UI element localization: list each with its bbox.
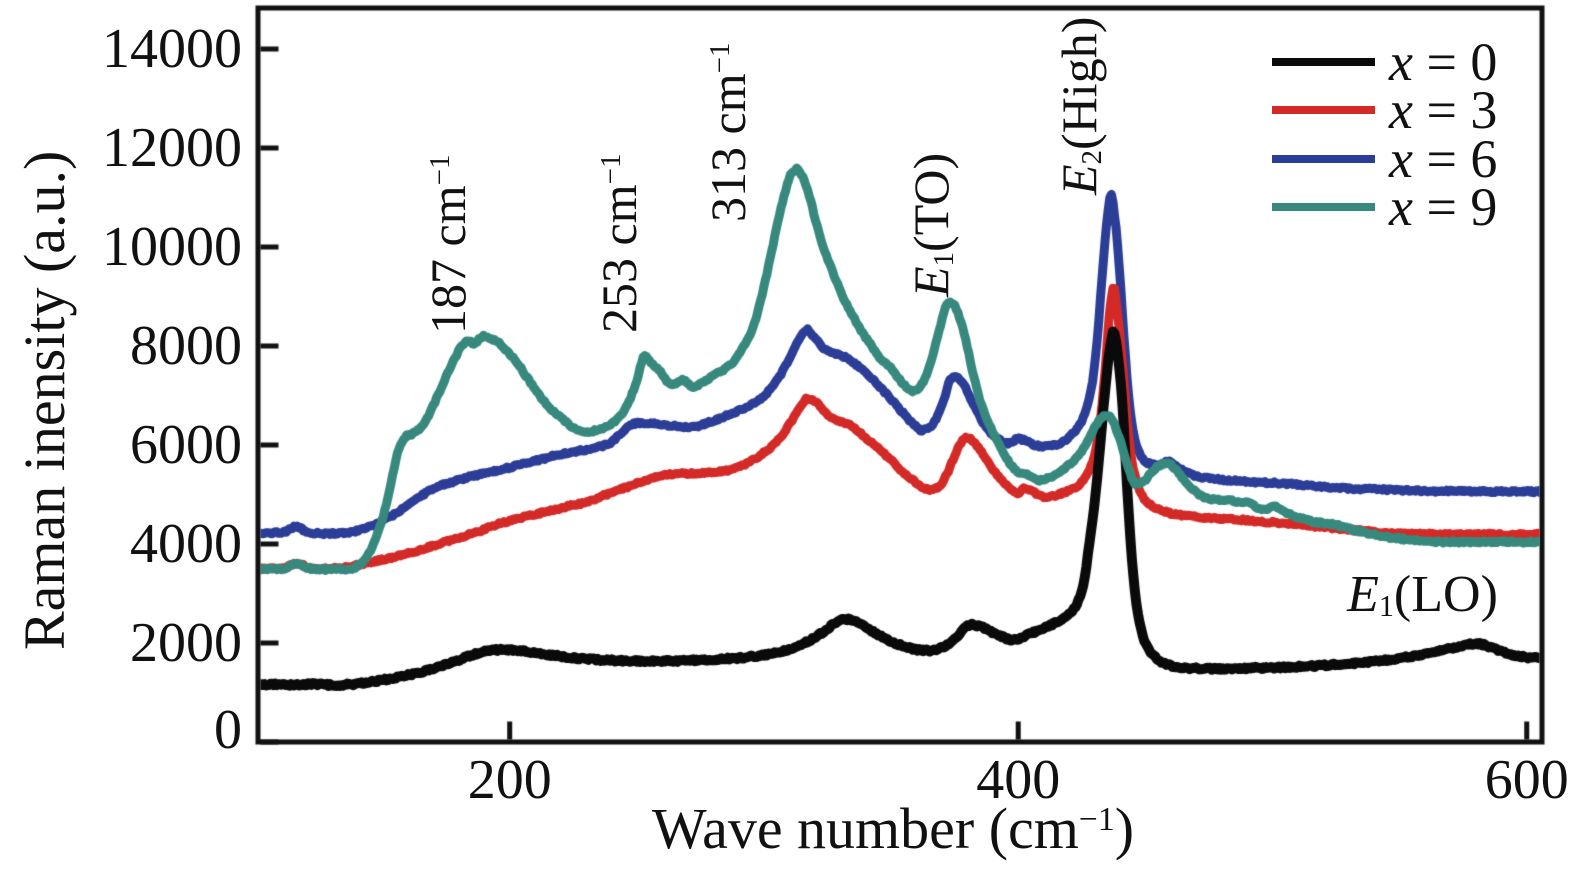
text-segment: 2 xyxy=(1076,149,1109,165)
text-segment: −1 xyxy=(1078,800,1115,838)
annotation-peak-e1lo: E1(LO) xyxy=(1347,565,1498,627)
text-segment: 187 cm xyxy=(420,185,477,335)
text-segment: 1 xyxy=(928,252,961,267)
legend-label: x = 0 xyxy=(1389,35,1497,89)
x-tick-label-400: 400 xyxy=(976,749,1061,811)
legend-item-0: x = 0 xyxy=(1272,35,1497,89)
text-segment: x xyxy=(1389,129,1413,189)
x-axis-title: Wave number (cm−1) xyxy=(652,800,1134,867)
annotation-peak-e1to: E1(TO) xyxy=(903,153,964,298)
legend-item-1: x = 3 xyxy=(1272,83,1497,137)
y-tick-label-4000: 4000 xyxy=(130,513,242,576)
text-segment: −1 xyxy=(594,153,627,185)
text-segment: 313 cm xyxy=(700,73,756,223)
text-segment: ) xyxy=(1114,796,1135,861)
text-segment: −1 xyxy=(424,154,457,186)
legend-line-swatch xyxy=(1272,106,1375,114)
text-segment: x xyxy=(1389,32,1413,92)
text-segment: x xyxy=(1389,80,1413,140)
text-segment: E xyxy=(1050,164,1107,195)
text-segment: 1 xyxy=(1378,589,1394,624)
text-segment: 253 cm xyxy=(590,184,647,333)
legend-item-3: x = 9 xyxy=(1272,180,1497,234)
text-segment: E xyxy=(1347,565,1379,623)
legend-line-swatch xyxy=(1272,155,1375,163)
text-segment: (High) xyxy=(1050,16,1107,150)
text-segment: = 9 xyxy=(1412,177,1498,237)
legend-item-2: x = 6 xyxy=(1272,132,1497,186)
text-segment: = 3 xyxy=(1412,80,1498,140)
text-segment: E xyxy=(903,266,960,298)
y-tick-label-6000: 6000 xyxy=(130,414,242,477)
y-tick-label-2000: 2000 xyxy=(130,612,242,674)
annotation-peak-313: 313 cm−1 xyxy=(700,42,761,223)
x-tick-label-600: 600 xyxy=(1484,749,1569,811)
text-segment: −1 xyxy=(704,42,737,74)
legend-line-swatch xyxy=(1272,203,1375,211)
text-segment: = 0 xyxy=(1412,32,1498,92)
legend-label: x = 9 xyxy=(1389,180,1497,234)
text-segment: (TO) xyxy=(903,153,960,253)
x-tick-label-200: 200 xyxy=(467,749,552,811)
text-segment: Raman inensity (a.u.) xyxy=(12,150,77,650)
y-tick-label-10000: 10000 xyxy=(102,216,242,279)
text-segment: x xyxy=(1389,177,1413,237)
y-tick-label-0: 0 xyxy=(214,699,242,761)
legend-label: x = 3 xyxy=(1389,83,1497,137)
y-tick-label-12000: 12000 xyxy=(102,117,242,180)
y-tick-label-8000: 8000 xyxy=(130,315,242,378)
annotation-peak-187: 187 cm−1 xyxy=(420,154,481,335)
text-segment: = 6 xyxy=(1412,129,1498,189)
y-tick-label-14000: 14000 xyxy=(102,18,242,81)
annotation-peak-253: 253 cm−1 xyxy=(590,153,652,333)
legend-label: x = 6 xyxy=(1389,132,1497,186)
text-segment: Wave number (cm xyxy=(651,796,1079,861)
text-segment: (LO) xyxy=(1393,565,1498,623)
annotation-peak-e2high: E2(High) xyxy=(1050,16,1112,195)
legend-line-swatch xyxy=(1272,58,1375,66)
y-axis-title: Raman inensity (a.u.) xyxy=(12,151,77,650)
